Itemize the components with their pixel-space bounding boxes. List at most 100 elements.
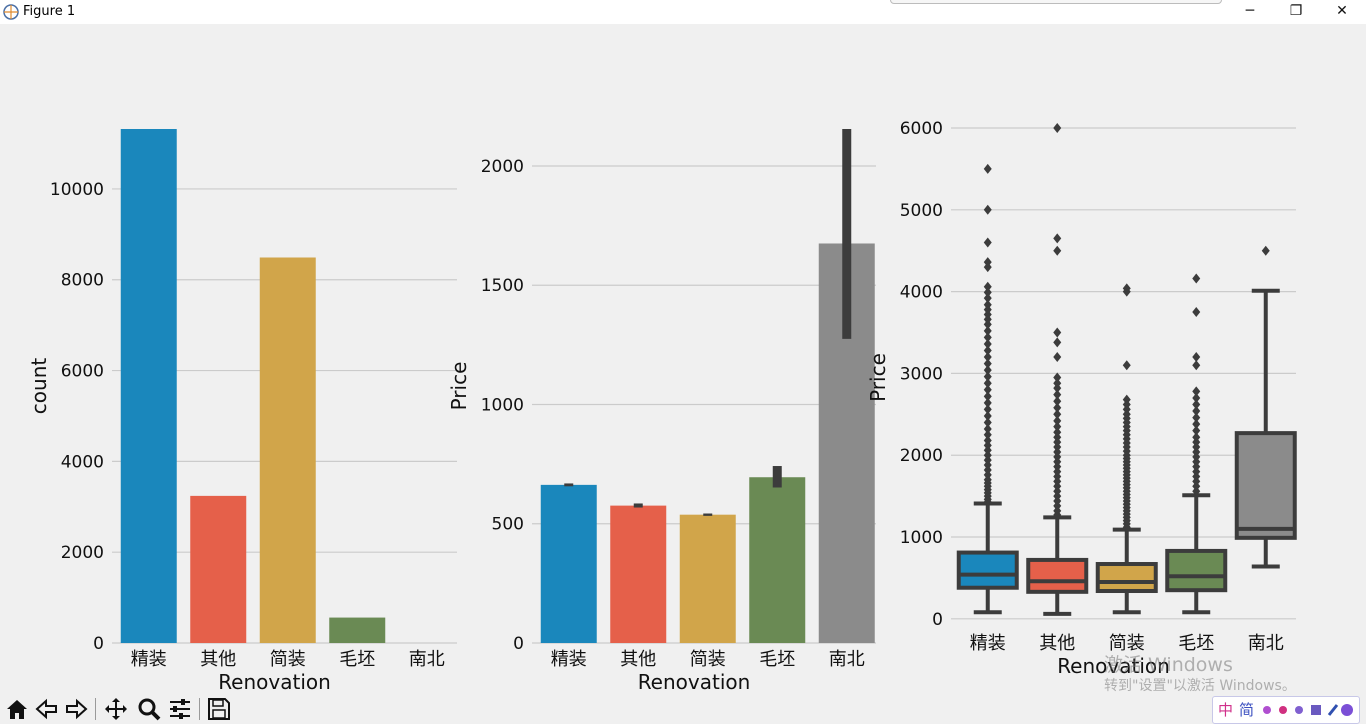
y-tick-label: 2000 (481, 157, 524, 177)
outlier-point (1053, 123, 1062, 133)
y-tick-label: 6000 (900, 119, 943, 139)
ime-mode-char[interactable]: 中 (1218, 701, 1234, 719)
outlier-point (1053, 427, 1062, 438)
outlier-point (983, 435, 992, 446)
y-tick-label: 0 (513, 634, 524, 654)
configure-icon[interactable] (167, 697, 193, 721)
outlier-point (983, 345, 992, 356)
y-tick-label: 1000 (481, 395, 524, 415)
close-button[interactable]: ✕ (1336, 3, 1348, 19)
outlier-point (1053, 421, 1062, 432)
pan-icon[interactable] (103, 697, 129, 721)
x-tick-label: 简装 (690, 649, 726, 670)
box-body (1026, 557, 1089, 594)
y-axis-label: count (27, 358, 51, 415)
outlier-point (1192, 360, 1201, 371)
outlier-point (983, 358, 992, 369)
bar-其他 (190, 495, 247, 643)
outlier-point (983, 257, 992, 268)
maximize-button[interactable]: ❐ (1289, 3, 1303, 19)
outlier-point (983, 371, 992, 382)
x-tick-label: 其他 (620, 649, 656, 670)
outlier-point (1122, 283, 1131, 294)
box-简装 (1095, 283, 1158, 615)
outlier-point (983, 404, 992, 415)
x-tick-label: 毛坯 (1178, 633, 1214, 654)
outlier-point (1053, 233, 1062, 244)
outlier-point (983, 352, 992, 363)
outlier-point (983, 281, 992, 292)
y-tick-label: 2000 (900, 446, 943, 466)
back-icon[interactable] (34, 697, 60, 721)
outlier-point (1261, 245, 1270, 256)
box-body (1095, 562, 1158, 594)
outlier-point (1192, 307, 1201, 318)
outlier-point (983, 397, 992, 408)
outlier-point (983, 365, 992, 376)
y-tick-label: 1500 (481, 276, 524, 296)
outlier-point (1053, 409, 1062, 420)
outlier-point (1053, 337, 1062, 348)
ime-simplified-char[interactable]: 简 (1239, 701, 1255, 719)
outlier-point (1192, 273, 1201, 284)
outlier-point (1192, 386, 1201, 397)
outlier-point (983, 410, 992, 421)
outlier-point (1053, 245, 1062, 256)
outlier-point (1053, 378, 1062, 389)
outlier-point (1192, 419, 1201, 430)
zoom-icon[interactable] (136, 697, 162, 721)
y-tick-label: 3000 (900, 364, 943, 384)
outlier-point (1122, 360, 1131, 371)
bar-毛坯 (329, 617, 386, 643)
x-tick-label: 精装 (131, 649, 167, 670)
bar-毛坯 (749, 477, 806, 643)
outlier-point (1192, 432, 1201, 443)
box-body (1234, 431, 1297, 540)
ime-tool-icons[interactable] (1261, 702, 1353, 718)
chart-panel-1: 0 2000 4000 6000 8000 10000 精装 其他 简装 毛坯 南北 Renovati… (27, 129, 457, 694)
app-icon (3, 4, 19, 20)
save-icon[interactable] (206, 697, 232, 721)
x-tick-label: 毛坯 (759, 649, 795, 670)
x-tick-label: 其他 (200, 649, 236, 670)
y-tick-label: 500 (492, 515, 524, 535)
box-body (956, 550, 1019, 590)
search-box-edge (890, 0, 1222, 4)
x-tick-label: 简装 (1109, 633, 1145, 654)
outlier-point (983, 163, 992, 174)
y-tick-label: 4000 (900, 283, 943, 303)
x-axis-label: Renovation (218, 670, 331, 694)
bar-精装 (120, 129, 177, 643)
y-tick-label: 5000 (900, 201, 943, 221)
bar-简装 (259, 257, 316, 643)
minimize-button[interactable]: ─ (1245, 3, 1255, 19)
x-axis-label: Renovation (638, 670, 751, 694)
ime-toolbar[interactable]: 中 简 (1212, 696, 1360, 724)
x-tick-label: 简装 (270, 649, 306, 670)
window-title: Figure 1 (23, 4, 76, 19)
y-tick-label: 0 (93, 634, 104, 654)
outlier-point (1122, 394, 1131, 405)
outlier-point (983, 325, 992, 336)
outlier-point (983, 237, 992, 248)
outlier-point (1192, 399, 1201, 410)
outlier-point (983, 204, 992, 215)
outlier-point (983, 424, 992, 435)
forward-icon[interactable] (63, 697, 89, 721)
outlier-point (1053, 415, 1062, 426)
x-tick-label: 其他 (1039, 633, 1075, 654)
bar-简装 (679, 514, 736, 643)
outlier-point (1053, 327, 1062, 338)
outlier-point (983, 338, 992, 349)
outlier-point (983, 417, 992, 428)
box-南北 (1234, 245, 1297, 569)
x-tick-label: 南北 (409, 649, 445, 670)
x-axis-label: Renovation (1057, 654, 1170, 678)
toolbar (0, 695, 1366, 723)
x-tick-label: 毛坯 (339, 649, 375, 670)
outlier-point (983, 332, 992, 343)
x-tick-label: 精装 (970, 633, 1006, 654)
toolbar-separator (199, 698, 200, 720)
chart-panel-2: 0 500 1000 1500 2000 精装 其他 简装 毛坯 南北 Renovation Pric… (447, 129, 876, 694)
home-icon[interactable] (4, 697, 30, 721)
